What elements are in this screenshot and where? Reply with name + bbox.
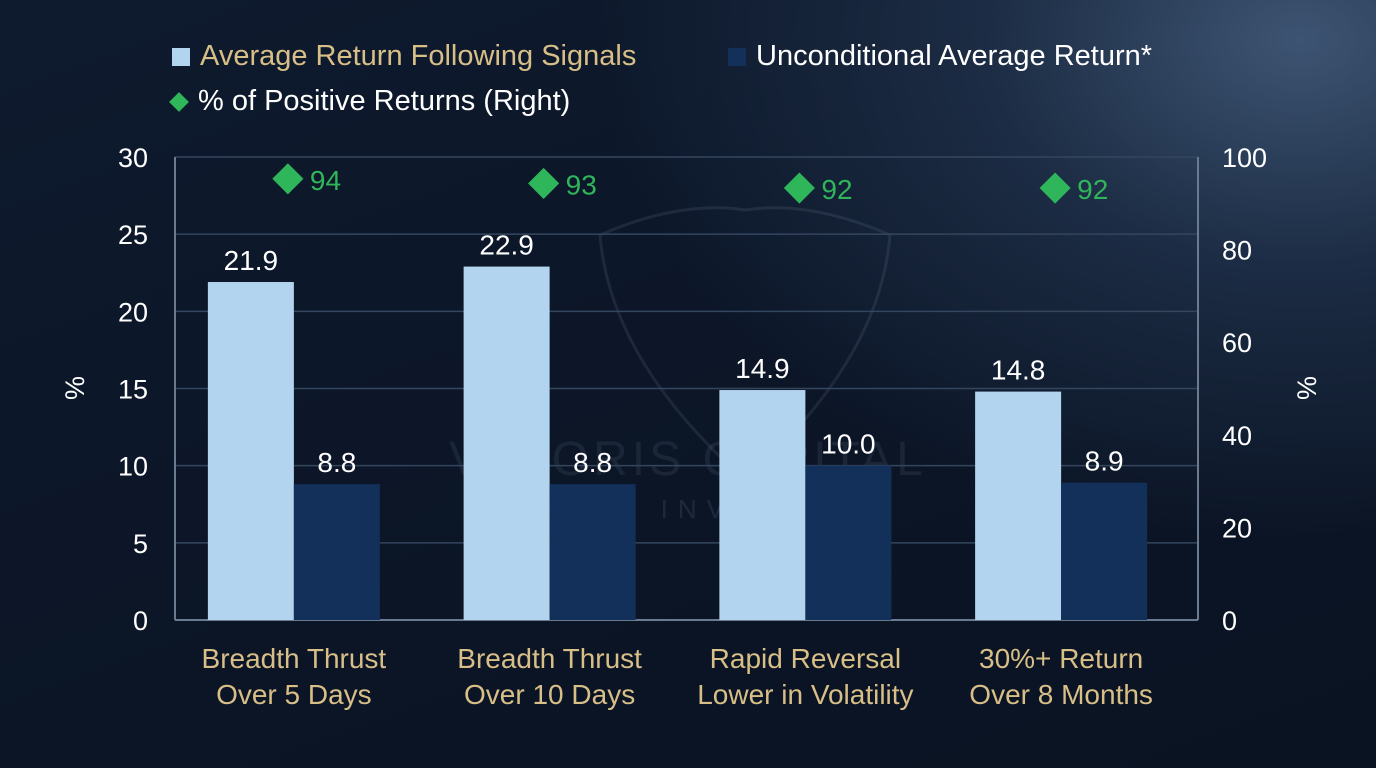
data-label: 10.0	[821, 429, 876, 460]
positive-return-label: 93	[566, 169, 597, 200]
legend-item-positive: % of Positive Returns (Right)	[168, 85, 570, 118]
legend-label: % of Positive Returns (Right)	[198, 85, 571, 117]
data-label: 14.8	[991, 355, 1046, 386]
y2-tick-label: 100	[1222, 143, 1267, 173]
positive-return-label: 92	[1077, 174, 1108, 205]
data-label: 14.9	[735, 353, 790, 384]
category-label: Over 5 Days	[216, 679, 372, 710]
bar-unconditional	[549, 484, 636, 620]
legend-label: Average Return Following Signals	[200, 40, 637, 72]
bar-unconditional	[293, 484, 380, 620]
legend-swatch-light	[172, 47, 190, 66]
y-tick-label: 25	[118, 220, 148, 250]
bar-unconditional	[805, 465, 892, 620]
category-label: Breadth Thrust	[202, 643, 387, 674]
positive-return-label: 94	[310, 165, 341, 196]
y-tick-label: 30	[118, 143, 148, 173]
data-label: 21.9	[224, 245, 279, 276]
y2-axis-label: %	[1292, 376, 1322, 400]
watermark-shield-logo	[598, 206, 892, 483]
y-tick-label: 20	[118, 297, 148, 327]
data-label: 8.8	[317, 447, 356, 478]
y-tick-label: 5	[133, 529, 148, 559]
diamond-icon	[169, 91, 189, 112]
bar-signal	[975, 391, 1062, 620]
y2-tick-label: 20	[1222, 513, 1252, 543]
category-label: Over 10 Days	[464, 679, 635, 710]
category-label: Lower in Volatility	[697, 679, 913, 710]
y2-tick-label: 0	[1222, 606, 1237, 636]
legend-item-unconditional: Unconditional Average Return*	[728, 40, 1152, 73]
category-label: Rapid Reversal	[710, 643, 901, 674]
y2-tick-label: 60	[1222, 328, 1252, 358]
category-label: Over 8 Months	[969, 679, 1153, 710]
legend-swatch-dark	[728, 47, 746, 66]
y2-tick-label: 80	[1222, 236, 1252, 266]
diamond-marker	[783, 172, 815, 204]
legend-item-signals: Average Return Following Signals	[172, 40, 636, 73]
diamond-marker	[1039, 172, 1071, 204]
bar-signal	[719, 390, 806, 620]
bar-signal	[463, 266, 550, 620]
positive-return-label: 92	[821, 174, 852, 205]
data-label: 8.9	[1085, 446, 1124, 477]
y-tick-label: 10	[118, 452, 148, 482]
data-label: 8.8	[573, 447, 612, 478]
bar-signal	[207, 282, 294, 620]
legend-label: Unconditional Average Return*	[756, 40, 1153, 72]
category-label: 30%+ Return	[979, 643, 1143, 674]
y-tick-label: 15	[118, 375, 148, 405]
y-axis-label: %	[60, 376, 90, 400]
y2-tick-label: 40	[1222, 421, 1252, 451]
data-label: 22.9	[479, 230, 534, 261]
bar-unconditional	[1061, 482, 1148, 620]
diamond-marker	[528, 167, 560, 199]
category-label: Breadth Thrust	[457, 643, 642, 674]
diamond-marker	[272, 163, 304, 195]
y-tick-label: 0	[133, 606, 148, 636]
